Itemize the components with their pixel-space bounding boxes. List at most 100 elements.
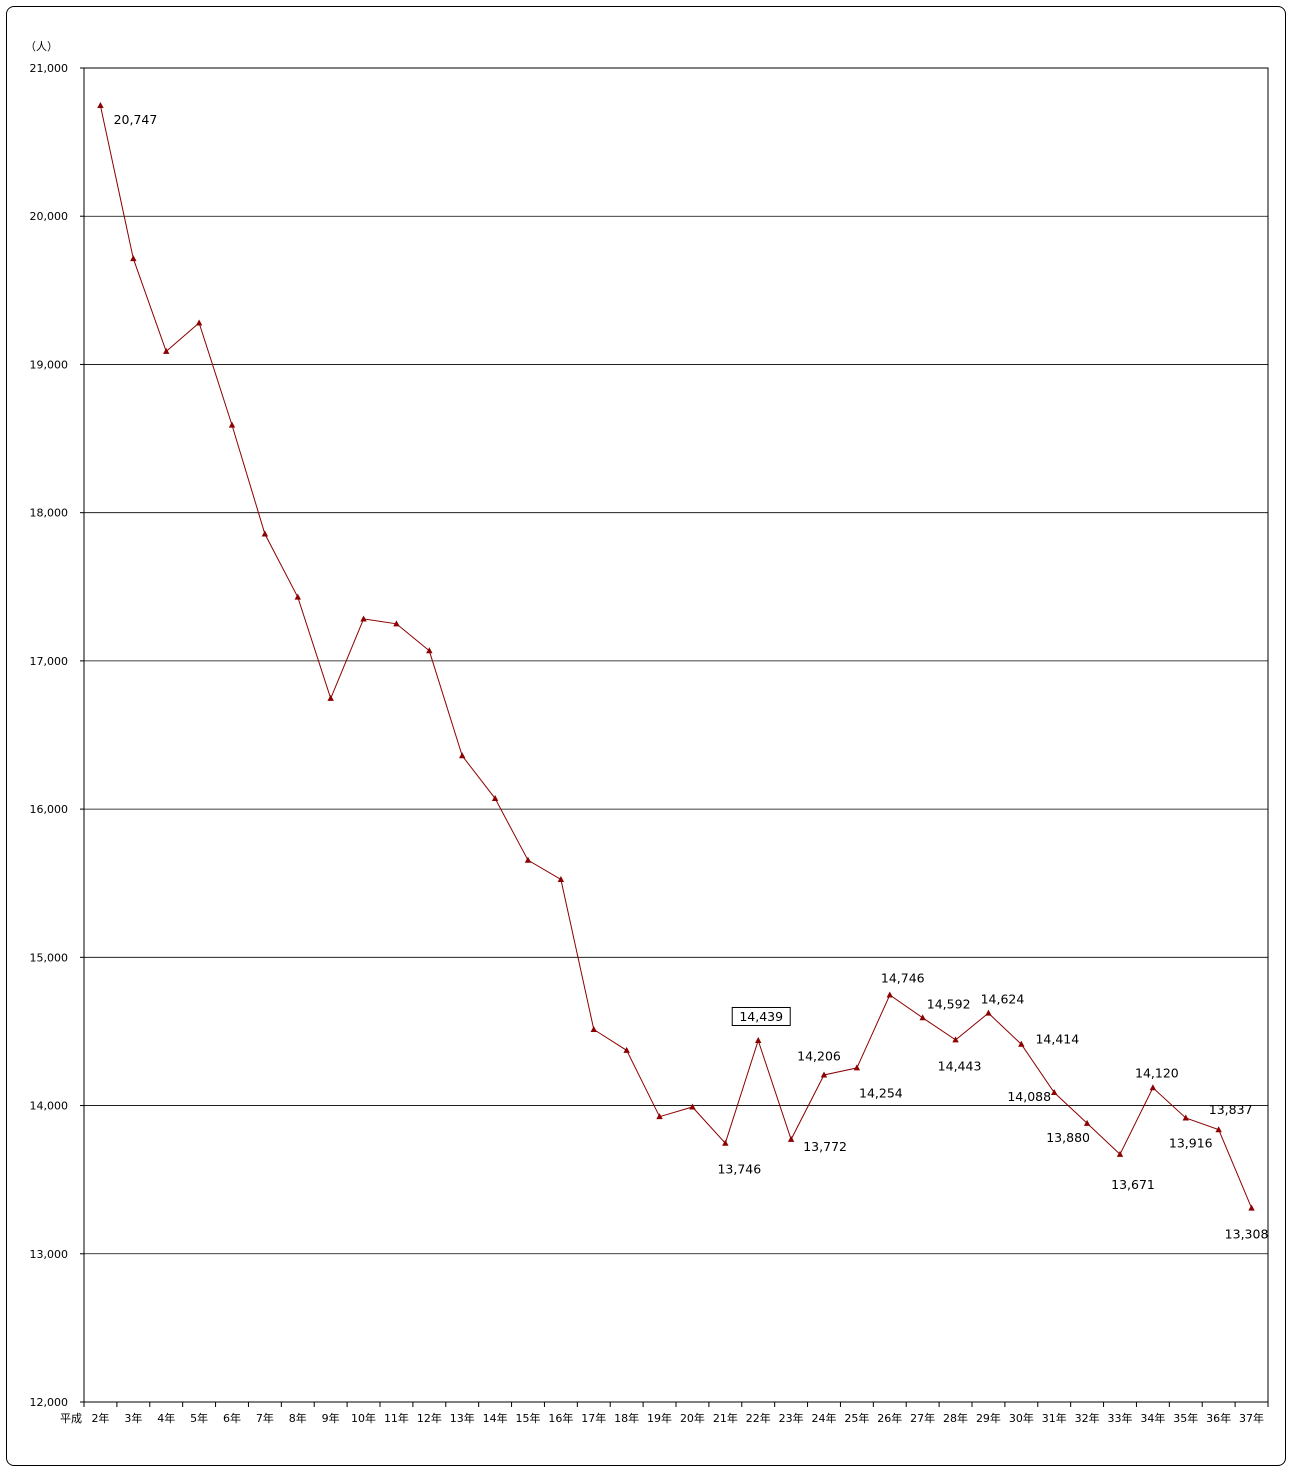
data-label: 14,592 — [927, 996, 971, 1011]
chart-frame — [6, 6, 1286, 1466]
x-tick-label: 13年 — [450, 1411, 475, 1425]
x-tick-label: 30年 — [1009, 1411, 1034, 1425]
data-point — [1248, 1204, 1255, 1211]
y-tick-label: 17,000 — [30, 655, 69, 668]
data-label: 14,439 — [739, 1009, 783, 1024]
data-point — [426, 647, 433, 654]
x-tick-label: 27年 — [910, 1411, 935, 1425]
x-tick-label: 31年 — [1042, 1411, 1067, 1425]
data-label: 13,916 — [1169, 1136, 1213, 1151]
data-label: 13,837 — [1209, 1102, 1253, 1117]
data-point — [97, 102, 104, 109]
x-tick-label: 20年 — [680, 1411, 705, 1425]
data-point — [623, 1046, 630, 1053]
data-point — [952, 1036, 959, 1043]
x-tick-label: 24年 — [812, 1411, 837, 1425]
x-tick-label: 3年 — [124, 1411, 142, 1425]
x-tick-label: 8年 — [289, 1411, 307, 1425]
y-tick-label: 19,000 — [30, 358, 69, 371]
x-tick-label: 18年 — [614, 1411, 639, 1425]
x-tick-label: 10年 — [351, 1411, 376, 1425]
data-label: 14,254 — [859, 1085, 903, 1100]
data-point — [1149, 1084, 1157, 1091]
data-point — [393, 620, 400, 627]
y-unit-label: （人） — [25, 40, 58, 53]
data-label: 14,414 — [1035, 1032, 1079, 1047]
data-point — [1018, 1040, 1025, 1047]
x-tick-label: 5年 — [190, 1411, 208, 1425]
data-point — [1215, 1126, 1222, 1133]
x-tick-label: 34年 — [1140, 1411, 1165, 1425]
data-point — [261, 530, 269, 537]
x-tick-label: 19年 — [647, 1411, 672, 1425]
data-point — [195, 319, 203, 326]
x-tick-label: 25年 — [844, 1411, 869, 1425]
data-point — [228, 421, 236, 428]
x-tick-label: 6年 — [223, 1411, 241, 1425]
y-tick-label: 15,000 — [30, 951, 69, 964]
y-tick-label: 20,000 — [30, 210, 69, 223]
x-tick-label: 33年 — [1108, 1411, 1133, 1425]
x-tick-label: 26年 — [877, 1411, 902, 1425]
data-point — [360, 615, 367, 622]
data-point — [130, 255, 137, 262]
x-tick-label: 28年 — [943, 1411, 968, 1425]
data-point — [656, 1113, 663, 1120]
data-point — [820, 1071, 828, 1078]
data-label: 14,624 — [981, 992, 1025, 1007]
data-point — [985, 1009, 992, 1016]
data-label: 14,120 — [1135, 1065, 1179, 1080]
series-line — [99, 105, 1253, 1209]
y-tick-label: 12,000 — [30, 1396, 69, 1409]
data-point — [919, 1014, 926, 1021]
data-label: 13,880 — [1046, 1130, 1090, 1145]
data-point — [689, 1103, 696, 1110]
plot-area — [83, 67, 1269, 1403]
data-label: 13,772 — [803, 1139, 847, 1154]
y-tick-label: 16,000 — [30, 803, 69, 816]
x-tick-label: 36年 — [1206, 1411, 1231, 1425]
x-tick-label: 12年 — [417, 1411, 442, 1425]
data-point — [886, 991, 893, 998]
data-point — [557, 876, 565, 883]
x-tick-label: 9年 — [322, 1411, 340, 1425]
data-point — [294, 593, 301, 600]
data-point — [524, 856, 532, 863]
data-point — [459, 752, 466, 759]
data-point — [722, 1139, 729, 1146]
y-tick-label: 21,000 — [30, 62, 69, 75]
data-label: 14,443 — [938, 1058, 982, 1073]
data-point — [590, 1026, 597, 1033]
data-label: 14,206 — [797, 1049, 841, 1064]
data-point — [787, 1135, 795, 1142]
x-tick-label: 37年 — [1239, 1411, 1264, 1425]
x-tick-label: 21年 — [713, 1411, 738, 1425]
data-point — [491, 794, 499, 801]
data-point — [1051, 1089, 1058, 1096]
x-tick-label: 16年 — [548, 1411, 573, 1425]
data-point — [1182, 1114, 1189, 1121]
y-tick-label: 18,000 — [30, 507, 69, 520]
y-tick-label: 14,000 — [30, 1100, 69, 1113]
data-point — [1116, 1150, 1124, 1157]
y-tick-label: 13,000 — [30, 1248, 69, 1261]
x-prefix-label: 平成 — [60, 1412, 82, 1425]
data-label: 13,308 — [1225, 1227, 1269, 1242]
data-label: 14,746 — [881, 970, 925, 985]
x-tick-label: 2年 — [91, 1411, 109, 1425]
data-label-box — [731, 1006, 791, 1026]
x-tick-label: 7年 — [256, 1411, 274, 1425]
data-label: 13,671 — [1111, 1177, 1155, 1192]
x-tick-label: 4年 — [157, 1411, 175, 1425]
x-tick-label: 22年 — [746, 1411, 771, 1425]
data-label: 14,088 — [1007, 1089, 1051, 1104]
data-point — [327, 694, 334, 701]
x-tick-label: 23年 — [779, 1411, 804, 1425]
x-tick-label: 35年 — [1173, 1411, 1198, 1425]
x-tick-label: 11年 — [384, 1411, 409, 1425]
x-tick-label: 15年 — [516, 1411, 541, 1425]
data-point — [755, 1036, 762, 1043]
x-tick-label: 29年 — [976, 1411, 1001, 1425]
data-label: 13,746 — [717, 1162, 761, 1177]
x-tick-label: 14年 — [483, 1411, 508, 1425]
